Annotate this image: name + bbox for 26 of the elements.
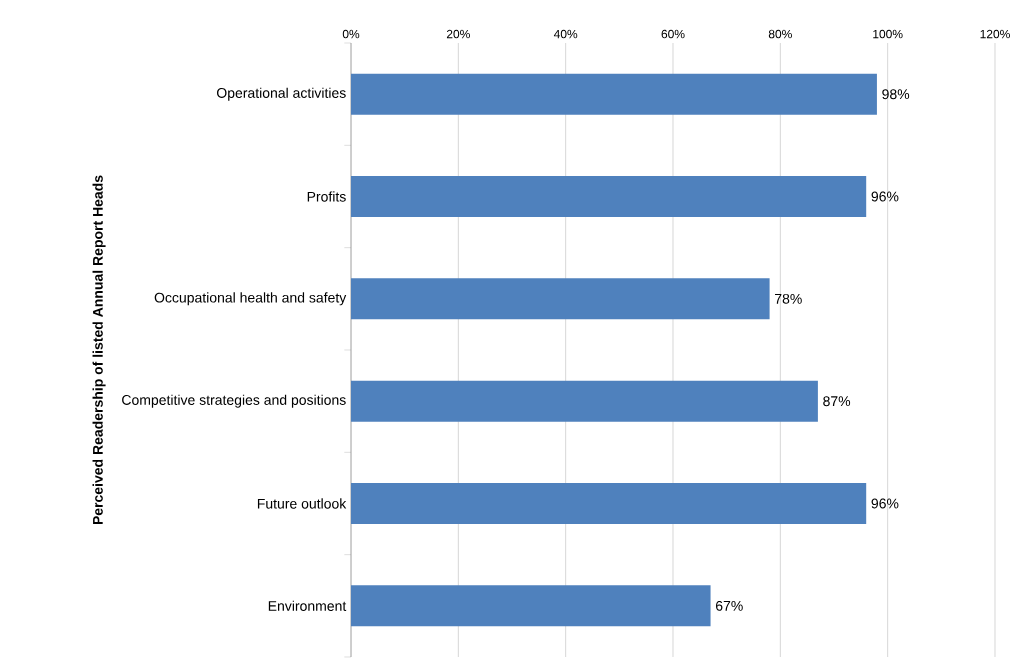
x-tick-label: 80% [768,29,792,39]
bar [351,73,877,115]
y-tick-label: Environment [268,600,347,611]
data-label: 87% [823,396,851,407]
data-label: 98% [882,89,910,100]
y-tick-label: Competitive strategies and positions [122,394,346,408]
y-tick-label: Profits [307,191,346,202]
bar [351,483,867,524]
bar [351,176,867,217]
data-label: 67% [715,600,743,611]
bar [351,278,770,320]
y-axis-title: Perceived Readership of listed Annual Report Heads [92,175,106,525]
y-tick-label: Occupational health and safety [154,292,347,306]
x-tick-label: 120% [980,29,1010,39]
x-tick-label: 60% [661,29,685,39]
y-tick-label: Future outlook [257,498,347,509]
x-tick-label: 40% [553,29,578,39]
bar [351,380,818,422]
x-tick-label: 0% [342,29,360,39]
y-tick-label: Operational activities [217,87,346,101]
bar [351,585,711,627]
x-tick-label: 20% [446,29,470,39]
data-label: 96% [871,498,899,509]
data-label: 78% [775,293,802,304]
x-tick-label: 100% [873,29,903,39]
data-label: 96% [871,191,899,202]
